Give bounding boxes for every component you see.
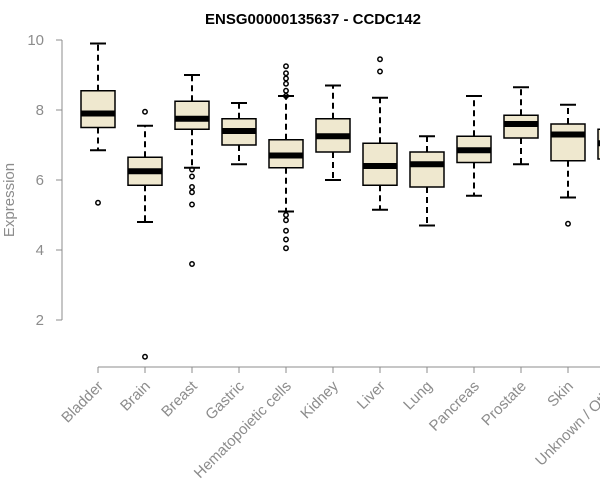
chart-title: ENSG00000135637 - CCDC142	[205, 11, 421, 28]
outlier-point	[142, 353, 148, 360]
x-tick-label: Breast	[158, 377, 201, 420]
outlier-point	[283, 236, 289, 243]
outlier-point	[142, 108, 148, 115]
box-hematopoietic-cells	[268, 63, 304, 252]
box-lung	[409, 135, 445, 227]
outlier-point	[283, 93, 289, 99]
outlier-point	[283, 80, 289, 87]
outlier-point	[565, 220, 571, 227]
outlier-point	[283, 227, 289, 234]
y-tick-label: 10	[27, 32, 44, 49]
iqr-box	[409, 151, 445, 188]
box-kidney	[315, 84, 351, 181]
y-axis-label: Expression	[1, 163, 18, 237]
x-tick-label: Gastric	[202, 377, 248, 423]
box-pancreas	[456, 95, 492, 197]
outlier-point	[95, 199, 101, 206]
y-axis: 2 4 6 8 10	[27, 32, 63, 329]
boxes	[80, 42, 600, 360]
y-tick-label: 4	[36, 242, 44, 259]
box-breast	[174, 74, 210, 267]
outlier-point	[377, 68, 383, 75]
x-tick-label: Kidney	[297, 377, 342, 422]
outlier-point	[283, 217, 289, 224]
outlier-point	[283, 75, 289, 82]
x-tick-label: Brain	[117, 378, 154, 415]
x-tick-label: Lung	[400, 378, 436, 414]
y-tick-label: 6	[36, 172, 44, 189]
outlier-point	[189, 166, 195, 173]
iqr-box	[174, 100, 210, 130]
x-tick-label: Bladder	[58, 378, 107, 427]
outlier-point	[283, 87, 289, 94]
iqr-box	[80, 90, 116, 129]
outlier-point	[377, 56, 383, 63]
outlier-point	[283, 70, 289, 77]
y-tick-label: 8	[36, 102, 44, 119]
outlier-point	[283, 63, 289, 70]
outlier-point	[189, 261, 195, 267]
outlier-point	[189, 189, 195, 196]
box-gastric	[221, 102, 257, 166]
y-tick-label: 2	[36, 312, 44, 329]
box-prostate	[503, 86, 539, 166]
box-bladder	[80, 42, 116, 206]
box-liver	[362, 56, 398, 211]
outlier-point	[283, 245, 289, 252]
box-brain	[127, 108, 163, 360]
x-tick-label: Skin	[544, 378, 577, 411]
x-tick-label: Pancreas	[426, 378, 483, 435]
x-tick-label: Liver	[354, 378, 389, 413]
iqr-box	[550, 123, 586, 162]
x-tick-label: Prostate	[478, 378, 530, 430]
outlier-point	[283, 212, 289, 218]
outlier-point	[189, 184, 195, 190]
box-skin	[550, 103, 586, 227]
outlier-point	[189, 173, 195, 180]
box-unknown-other	[597, 128, 600, 160]
outlier-point	[189, 201, 195, 208]
